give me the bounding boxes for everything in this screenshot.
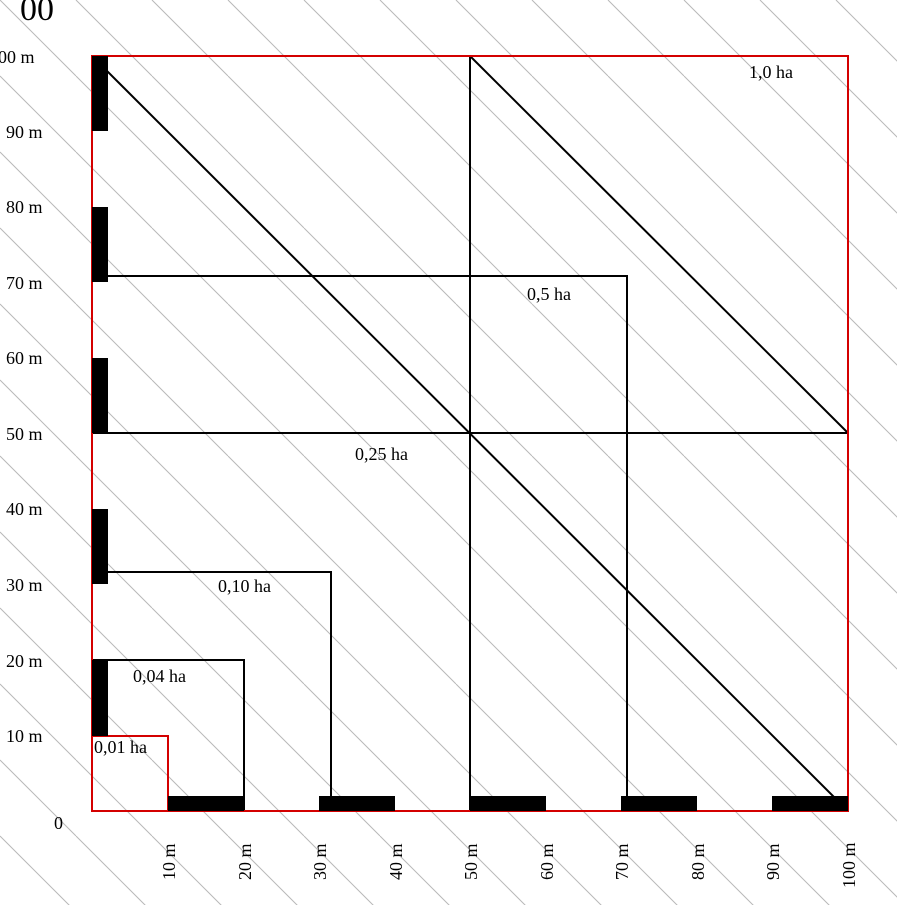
x-label-30: 30 m: [310, 843, 330, 880]
y-label-80: 80 m: [6, 197, 43, 217]
area-label-0-5: 0,5 ha: [527, 284, 571, 304]
y-label-10: 10 m: [6, 726, 43, 746]
area-label-1-0: 1,0 ha: [749, 62, 793, 82]
x-label-90: 90 m: [763, 843, 783, 880]
left-bar-30-40: [92, 509, 108, 584]
header-fragment: 00: [20, 0, 54, 28]
area-label-0-10: 0,10 ha: [218, 576, 271, 596]
x-label-80: 80 m: [688, 843, 708, 880]
y-label-50: 50 m: [6, 424, 43, 444]
y-label-40: 40 m: [6, 499, 43, 519]
left-bar-50-60: [92, 358, 108, 433]
x-axis-labels: 10 m 20 m 30 m 40 m 50 m 60 m 70 m 80 m …: [159, 842, 859, 888]
main-diagonal: [91, 55, 849, 812]
left-scale-bars: [92, 56, 108, 736]
area-label-0-04: 0,04 ha: [133, 666, 186, 686]
y-label-60: 60 m: [6, 348, 43, 368]
area-label-0-01: 0,01 ha: [94, 737, 147, 757]
x-label-50: 50 m: [461, 843, 481, 880]
square-0-5-ha: [92, 275, 628, 811]
y-label-100: 00 m: [0, 47, 35, 67]
upper-right-diagonal: [469, 55, 849, 434]
left-bar-90-100: [92, 56, 108, 131]
bottom-bar-70-80: [621, 796, 697, 811]
bottom-scale-bars: [168, 796, 848, 811]
bottom-bar-90-100: [772, 796, 848, 811]
y-label-90: 90 m: [6, 122, 43, 142]
origin-label: 0: [54, 813, 63, 833]
bottom-bar-10-20: [168, 796, 244, 811]
x-label-20: 20 m: [235, 843, 255, 880]
y-label-30: 30 m: [6, 575, 43, 595]
square-0-04-ha: [92, 659, 245, 811]
left-bar-70-80: [92, 207, 108, 282]
square-0-01-ha: [92, 735, 169, 811]
x-label-10: 10 m: [159, 843, 179, 880]
nested-squares: [91, 55, 849, 812]
area-label-0-25: 0,25 ha: [355, 444, 408, 464]
y-axis-labels: 10 m 20 m 30 m 40 m 50 m 60 m 70 m 80 m …: [0, 47, 43, 746]
y-label-20: 20 m: [6, 651, 43, 671]
x-label-60: 60 m: [537, 843, 557, 880]
bottom-bar-50-60: [470, 796, 546, 811]
y-label-70: 70 m: [6, 273, 43, 293]
square-0-10-ha: [92, 571, 332, 811]
bottom-bar-30-40: [319, 796, 395, 811]
x-label-70: 70 m: [612, 843, 632, 880]
left-bar-10-20: [92, 660, 108, 736]
x-label-100: 100 m: [839, 842, 859, 888]
x-label-40: 40 m: [386, 843, 406, 880]
